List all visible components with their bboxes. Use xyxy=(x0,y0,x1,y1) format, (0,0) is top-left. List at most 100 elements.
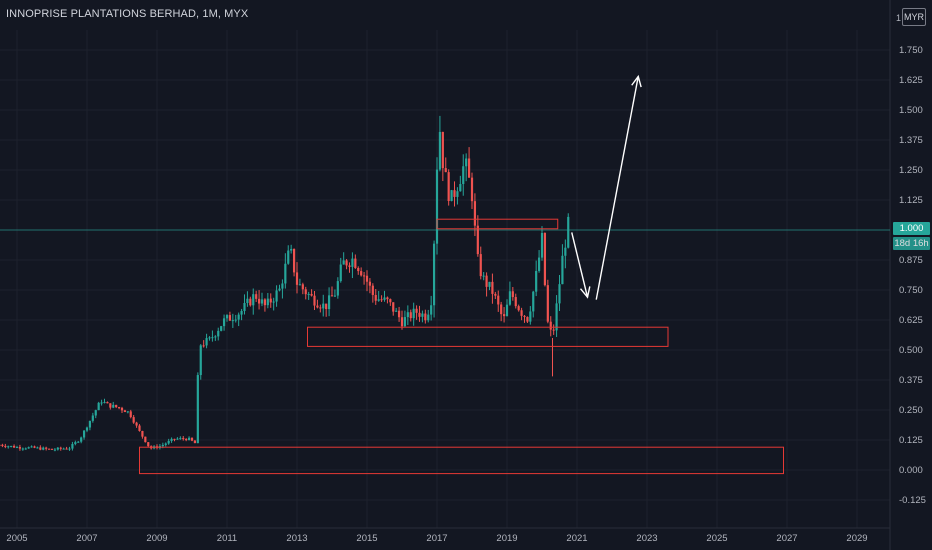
candle-body xyxy=(456,191,459,197)
x-tick-label: 2025 xyxy=(706,533,727,544)
candle-body xyxy=(135,422,138,426)
candle-body xyxy=(109,403,112,408)
candle-body xyxy=(120,407,124,411)
x-tick-label: 2009 xyxy=(146,533,167,544)
candle-body xyxy=(15,447,19,449)
candle-body xyxy=(400,317,404,327)
candle-body xyxy=(301,284,304,290)
candle-body xyxy=(383,297,386,300)
candle-body xyxy=(494,293,497,296)
x-tick-label: 2005 xyxy=(6,533,27,544)
candle-body xyxy=(488,281,491,287)
candle-body xyxy=(526,316,529,322)
support-zone-box xyxy=(139,446,784,475)
candle-body xyxy=(208,337,211,339)
candle-body xyxy=(325,303,328,310)
candle-body xyxy=(517,306,520,311)
candle-body xyxy=(117,407,121,409)
trend-arrow xyxy=(595,76,639,300)
candle-body xyxy=(307,293,310,295)
candle-body xyxy=(476,225,479,255)
candle-body xyxy=(91,415,94,421)
candle-body xyxy=(567,216,570,248)
candle-body xyxy=(187,437,191,441)
candle-body xyxy=(453,190,456,197)
candle-body xyxy=(30,446,33,448)
axis-top-digit: 1 xyxy=(896,13,902,23)
candle-body xyxy=(377,299,380,301)
candle-body xyxy=(409,312,412,319)
candle-body xyxy=(500,304,503,315)
candle-body xyxy=(310,293,313,296)
candle-body xyxy=(558,284,561,304)
bar-countdown-label: 18d 16h xyxy=(893,237,930,250)
candle-body xyxy=(371,285,374,295)
candle-body xyxy=(555,303,558,331)
candle-body xyxy=(33,446,36,448)
y-tick-label: 1.250 xyxy=(899,165,923,176)
candle-body xyxy=(397,310,401,318)
candle-body xyxy=(138,425,141,431)
candle-body xyxy=(287,250,290,264)
candle-body xyxy=(4,445,7,447)
candle-body xyxy=(190,437,194,441)
candle-body xyxy=(465,158,468,167)
candle-body xyxy=(444,168,447,173)
candle-body xyxy=(432,243,436,306)
candle-body xyxy=(485,275,488,287)
candle-body xyxy=(272,301,275,303)
y-tick-label: 1.375 xyxy=(899,135,923,146)
y-tick-label: 1.500 xyxy=(899,105,923,116)
candle-body xyxy=(473,201,477,226)
support-zone-box xyxy=(436,218,559,230)
x-tick-label: 2007 xyxy=(76,533,97,544)
candle-body xyxy=(214,336,217,338)
candle-body xyxy=(549,321,552,330)
candle-body xyxy=(418,312,421,317)
candle-body xyxy=(415,308,418,313)
candle-body xyxy=(144,436,147,443)
x-tick-label: 2011 xyxy=(217,533,237,544)
candle-body xyxy=(491,281,494,294)
candle-body xyxy=(389,299,392,303)
candle-body xyxy=(10,445,13,447)
x-tick-label: 2017 xyxy=(426,533,447,544)
candle-body xyxy=(467,158,471,178)
candle-body xyxy=(427,314,430,321)
candle-body xyxy=(173,438,176,440)
candle-body xyxy=(424,313,427,321)
candle-body xyxy=(290,248,293,251)
trend-arrow-head xyxy=(631,74,642,88)
candle-body xyxy=(193,440,197,444)
candle-body xyxy=(421,313,424,317)
candle-body xyxy=(470,177,474,202)
candle-body xyxy=(336,281,339,296)
currency-button[interactable]: MYR xyxy=(902,8,926,26)
support-zone-box xyxy=(307,326,669,347)
candle-body xyxy=(266,298,269,306)
candle-body xyxy=(514,297,517,307)
candle-body xyxy=(523,315,526,317)
candle-body xyxy=(255,294,258,299)
candle-body xyxy=(249,298,252,306)
candle-body xyxy=(327,295,331,310)
y-tick-label: -0.125 xyxy=(899,495,926,506)
candle-body xyxy=(147,442,150,447)
x-tick-label: 2019 xyxy=(496,533,517,544)
candle-body xyxy=(205,338,208,346)
candle-body xyxy=(202,345,205,347)
candle-body xyxy=(392,302,395,312)
candle-body xyxy=(263,299,267,306)
candle-body xyxy=(459,183,462,192)
candle-body xyxy=(115,404,118,408)
candle-body xyxy=(322,303,325,309)
candle-body xyxy=(508,291,512,305)
candle-body xyxy=(36,447,39,449)
candle-body xyxy=(505,304,509,317)
candle-body xyxy=(141,430,144,437)
candle-body xyxy=(106,402,109,404)
candle-body xyxy=(182,438,185,440)
candle-body xyxy=(368,281,372,286)
